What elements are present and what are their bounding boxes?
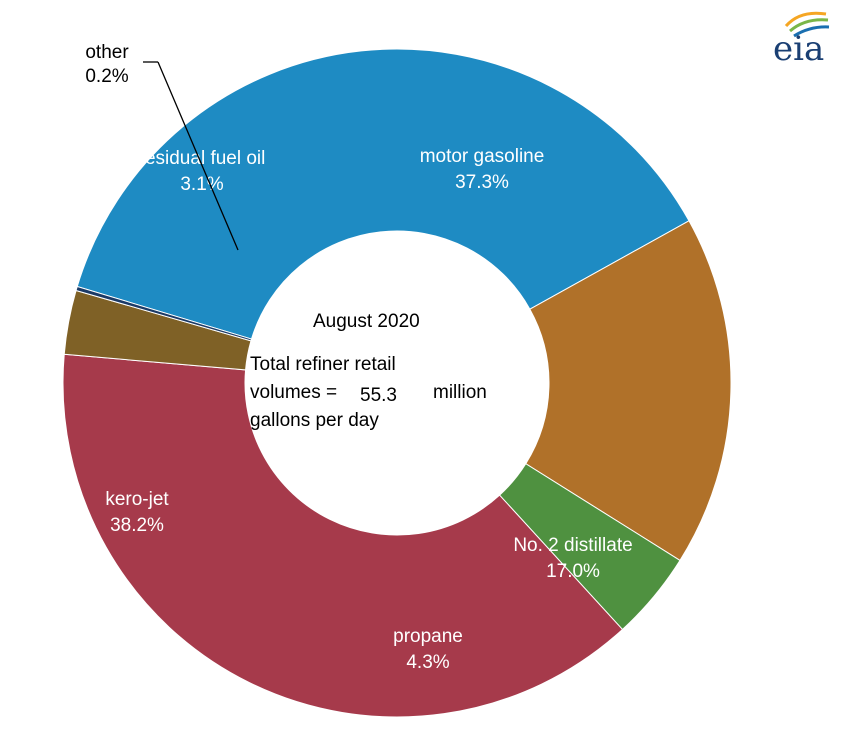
slice-label-name: motor gasoline (420, 146, 545, 167)
slice-label-value: 37.3% (455, 172, 509, 193)
center-line-gallons: gallons per day (250, 410, 379, 431)
center-unit: million (433, 382, 487, 403)
donut-slices (62, 48, 732, 718)
slice-no-2-distillate (525, 220, 732, 562)
slice-label-value: 38.2% (110, 515, 164, 536)
slice-other (75, 285, 253, 342)
center-total-value: 55.3 (360, 385, 397, 406)
center-date: August 2020 (313, 311, 420, 332)
other-callout-label: other (85, 42, 129, 63)
slice-label-name: propane (393, 626, 463, 647)
slice-label-name: residual fuel oil (139, 148, 266, 169)
slice-kero-jet (62, 353, 624, 718)
eia-logo: eia (773, 11, 830, 69)
slice-label-value: 3.1% (180, 174, 223, 195)
slice-motor-gasoline (76, 48, 690, 340)
logo-arc-orange (784, 11, 827, 28)
slice-label-name: No. 2 distillate (513, 535, 632, 556)
slice-label-value: 17.0% (546, 561, 600, 582)
logo-arc-blue (793, 25, 830, 38)
slice-label-value: 4.3% (406, 652, 449, 673)
other-leader-line (157, 61, 239, 251)
logo-arc-green (789, 18, 829, 33)
logo-text: eia (773, 29, 824, 69)
center-line-volumes: volumes = (250, 382, 337, 403)
slice-label-name: kero-jet (105, 489, 169, 510)
center-line-total: Total refiner retail (250, 354, 396, 375)
other-callout-value: 0.2% (85, 66, 128, 87)
